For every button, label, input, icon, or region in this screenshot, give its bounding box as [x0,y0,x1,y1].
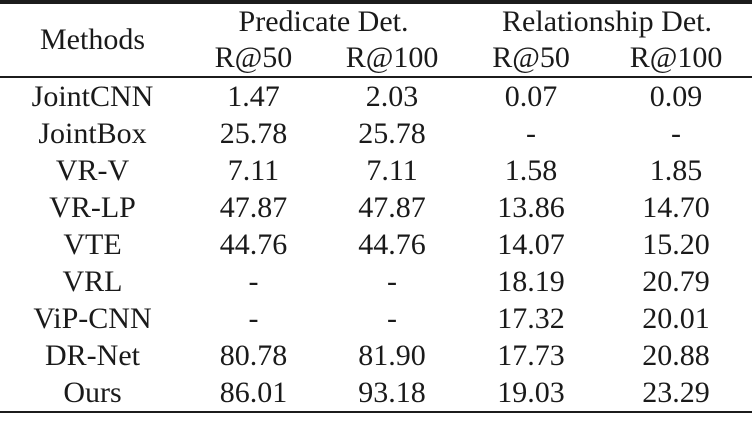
value-cell: 19.03 [497,375,565,409]
value-cell: 47.87 [358,190,426,224]
value-cell: 23.29 [642,375,710,409]
value-cell: 20.79 [642,264,710,298]
group-header-predicate-det: Predicate Det. [238,5,409,38]
value-cell: 13.86 [497,190,565,224]
value-cell: - [387,264,397,298]
method-cell: ViP-CNN [33,301,152,335]
value-cell: 0.09 [649,79,703,113]
value-cell: 80.78 [219,338,288,372]
paper-table-figure: Methods Predicate Det. Relationship Det.… [0,0,752,412]
table-row: JointCNN 1.47 2.03 0.07 0.09 [0,77,752,115]
table-row: VRL - - 18.19 20.79 [0,263,752,300]
value-cell: 17.73 [497,338,565,372]
value-cell: 20.88 [642,338,710,372]
value-cell: - [387,301,397,335]
value-cell: - [671,116,682,150]
value-cell: 17.32 [497,301,565,335]
value-cell: 14.70 [642,190,710,224]
col-header-rel-r100: R@100 [629,41,723,74]
value-cell: 7.11 [366,153,418,187]
value-cell: 1.58 [504,153,558,187]
value-cell: - [526,116,537,150]
value-cell: 25.78 [219,116,288,150]
value-cell: 1.47 [227,79,280,113]
value-cell: 81.90 [358,338,426,372]
table-row: VTE 44.76 44.76 14.07 15.20 [0,226,752,263]
method-cell: VRL [62,264,123,298]
value-cell: 20.01 [642,301,710,335]
value-cell: 86.01 [219,375,288,409]
value-cell: 25.78 [358,116,426,150]
value-cell: 1.85 [649,153,703,187]
value-cell: 93.18 [358,375,426,409]
col-header-rel-r50: R@50 [492,41,570,74]
method-cell: JointCNN [31,79,154,113]
method-cell: Ours [63,375,122,409]
value-cell: 44.76 [358,227,426,261]
value-cell: 2.03 [365,79,419,113]
results-table: Methods Predicate Det. Relationship Det.… [0,0,752,412]
value-cell: - [248,264,259,298]
value-cell: 14.07 [497,227,565,261]
results-table-body: JointCNN 1.47 2.03 0.07 0.09 JointBox 25.78 25.… [0,77,752,412]
header-group-row: Methods Predicate Det. Relationship Det. [0,2,752,55]
col-header-methods: Methods [40,23,145,56]
value-cell: 7.11 [227,153,280,187]
method-cell: VTE [63,227,122,261]
method-cell: DR-Net [45,338,140,372]
value-cell: 0.07 [504,79,558,113]
method-cell: VR-LP [49,190,136,224]
group-header-relationship-det: Relationship Det. [502,5,713,38]
table-row: ViP-CNN - - 17.32 20.01 [0,300,752,337]
value-cell: 18.19 [497,264,565,298]
col-header-pred-r100: R@100 [345,41,439,74]
method-cell: VR-V [55,153,130,187]
table-row: Ours 86.01 93.18 19.03 23.29 [0,374,752,412]
table-row: VR-V 7.11 7.11 1.58 1.85 [0,152,752,189]
header-sub-row: R@50 R@100 R@50 R@100 [0,40,752,77]
table-row: DR-Net 80.78 81.90 17.73 20.88 [0,337,752,374]
value-cell: 44.76 [219,227,288,261]
method-cell: JointBox [38,116,147,150]
table-row: JointBox 25.78 25.78 - - [0,115,752,152]
table-row: VR-LP 47.87 47.87 13.86 14.70 [0,189,752,226]
col-header-pred-r50: R@50 [214,41,293,74]
value-cell: - [248,301,259,335]
value-cell: 47.87 [219,190,288,224]
value-cell: 15.20 [642,227,710,261]
